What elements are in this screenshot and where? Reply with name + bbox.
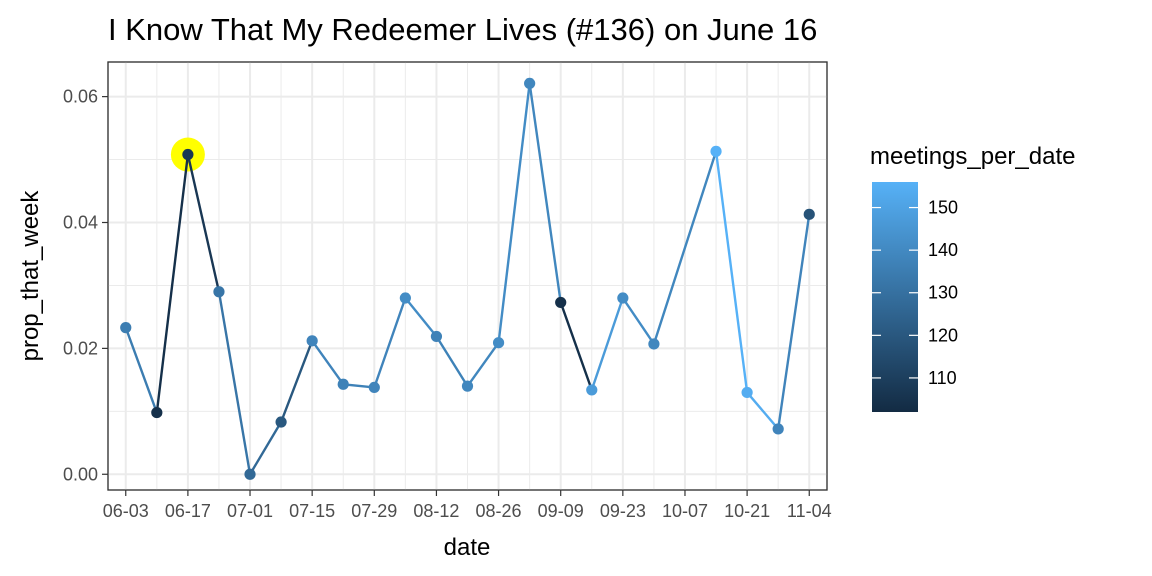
data-point	[492, 337, 505, 349]
plot-border	[107, 61, 828, 491]
line-segment	[776, 213, 811, 431]
data-point	[803, 208, 815, 220]
data-point	[741, 386, 753, 399]
legend-title: meetings_per_date	[870, 143, 1075, 170]
data-point	[586, 384, 598, 396]
x-tick-label: 09-23	[600, 501, 646, 521]
data-point	[275, 416, 287, 428]
line-segment	[248, 420, 283, 476]
point-layer	[120, 77, 815, 480]
line-segment	[497, 82, 531, 344]
data-point	[151, 406, 163, 419]
data-point	[120, 322, 132, 334]
line-segment	[652, 150, 718, 346]
data-point	[524, 77, 536, 89]
line-segment	[621, 296, 656, 346]
x-tick-label: 08-12	[413, 501, 459, 521]
data-point	[772, 423, 784, 435]
x-tick-label: 06-03	[103, 501, 149, 521]
line-segment	[559, 301, 593, 392]
colorbar	[872, 182, 918, 412]
chart-title: I Know That My Redeemer Lives (#136) on …	[108, 12, 817, 47]
line-segment	[279, 339, 314, 424]
x-tick-label: 11-04	[787, 501, 832, 521]
line-segment	[310, 339, 345, 386]
line-segment	[714, 150, 749, 394]
line-segment	[217, 290, 252, 476]
x-tick-label: 07-29	[351, 501, 397, 521]
colorbar-tick-label: 150	[928, 198, 958, 218]
colorbar-tick-label: 120	[928, 325, 958, 345]
line-layer	[124, 82, 811, 476]
x-axis: 06-03 06-17 07-01 07-15 07-29 08-12 08-26 09-09…	[103, 490, 832, 521]
data-point	[306, 335, 318, 347]
line-segment	[590, 296, 625, 392]
line-segment	[373, 296, 407, 389]
data-point	[648, 338, 660, 350]
line-segment	[435, 335, 469, 388]
data-point	[461, 380, 474, 392]
line-segment	[466, 341, 500, 388]
data-point	[430, 330, 443, 343]
data-point	[710, 145, 722, 157]
colorbar-tick-label: 130	[928, 283, 958, 303]
colorbar-ticks: 110 120 130 140 150	[872, 198, 958, 388]
y-tick-label: 0.00	[63, 464, 98, 484]
data-point	[337, 378, 349, 390]
data-point	[617, 292, 629, 304]
data-point	[399, 292, 411, 304]
line-segment	[404, 296, 438, 338]
y-axis-title: prop_that_week	[17, 190, 44, 362]
data-point	[182, 148, 194, 161]
y-axis: 0.00 0.02 0.04 0.06	[63, 87, 108, 484]
data-point	[244, 468, 256, 480]
y-tick-label: 0.06	[63, 87, 98, 107]
colorbar-tick-label: 110	[928, 368, 957, 388]
y-tick-label: 0.02	[63, 338, 98, 358]
y-tick-label: 0.04	[63, 213, 98, 233]
x-tick-label: 09-09	[538, 501, 584, 521]
line-segment	[528, 82, 562, 304]
x-tick-label: 06-17	[165, 501, 211, 521]
x-axis-title: date	[444, 534, 491, 561]
major-gridlines	[108, 62, 827, 490]
x-tick-label: 08-26	[476, 501, 522, 521]
data-point	[555, 296, 567, 309]
data-point	[213, 286, 225, 298]
data-point	[368, 381, 380, 394]
line-segment	[155, 153, 190, 414]
x-tick-label: 10-07	[662, 501, 708, 521]
minor-gridlines	[108, 62, 827, 490]
line-segment	[745, 391, 780, 431]
colorbar-tick-label: 140	[928, 240, 958, 260]
x-tick-label: 10-21	[724, 501, 770, 521]
line-segment	[124, 326, 159, 414]
line-segment	[186, 153, 221, 293]
x-tick-label: 07-01	[227, 501, 273, 521]
x-tick-label: 07-15	[289, 501, 335, 521]
